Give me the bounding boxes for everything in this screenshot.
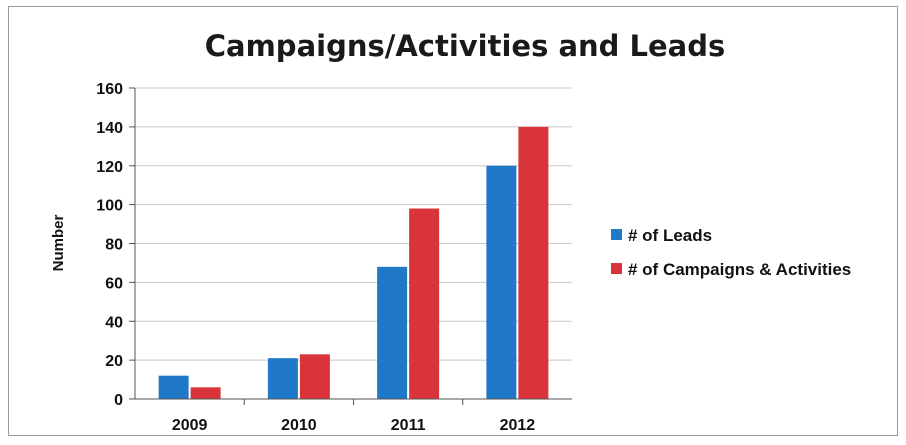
y-axis-ticks: 0 20 40 60 80 100 120 140 160 xyxy=(96,81,135,409)
legend-swatch xyxy=(611,229,622,240)
y-tick-label: 60 xyxy=(105,275,123,292)
bars xyxy=(158,126,549,399)
y-tick-label: 80 xyxy=(105,237,123,254)
x-axis-ticks: 2009 2010 2011 2012 xyxy=(172,399,535,434)
x-tick-label: 2010 xyxy=(281,417,317,434)
chart-frame xyxy=(8,6,898,436)
y-tick-label: 160 xyxy=(96,81,123,98)
y-tick-label: 120 xyxy=(96,159,123,176)
x-tick-label: 2011 xyxy=(391,417,426,434)
y-tick-label: 140 xyxy=(96,120,123,137)
y-tick-label: 40 xyxy=(105,314,123,331)
y-tick-label: 100 xyxy=(96,198,123,215)
legend-label: # of Leads xyxy=(628,226,712,245)
bar-campaigns-2012 xyxy=(518,126,549,399)
y-axis-label: Number xyxy=(50,215,67,272)
chart-title: Campaigns/Activities and Leads xyxy=(205,29,726,63)
y-tick-label: 20 xyxy=(105,353,123,370)
x-tick-label: 2012 xyxy=(500,417,536,434)
bar-leads-2011 xyxy=(377,266,408,399)
y-tick-label: 0 xyxy=(114,392,123,409)
bar-campaigns-2010 xyxy=(299,354,330,399)
x-tick-label: 2009 xyxy=(172,417,208,434)
bar-leads-2012 xyxy=(486,165,517,399)
legend-swatch xyxy=(611,263,622,274)
legend: # of Leads # of Campaigns & Activities xyxy=(611,226,851,279)
bar-leads-2010 xyxy=(267,358,298,399)
legend-label: # of Campaigns & Activities xyxy=(628,260,851,279)
bar-campaigns-2009 xyxy=(190,387,221,399)
bar-leads-2009 xyxy=(158,375,189,399)
bar-campaigns-2011 xyxy=(409,208,440,399)
